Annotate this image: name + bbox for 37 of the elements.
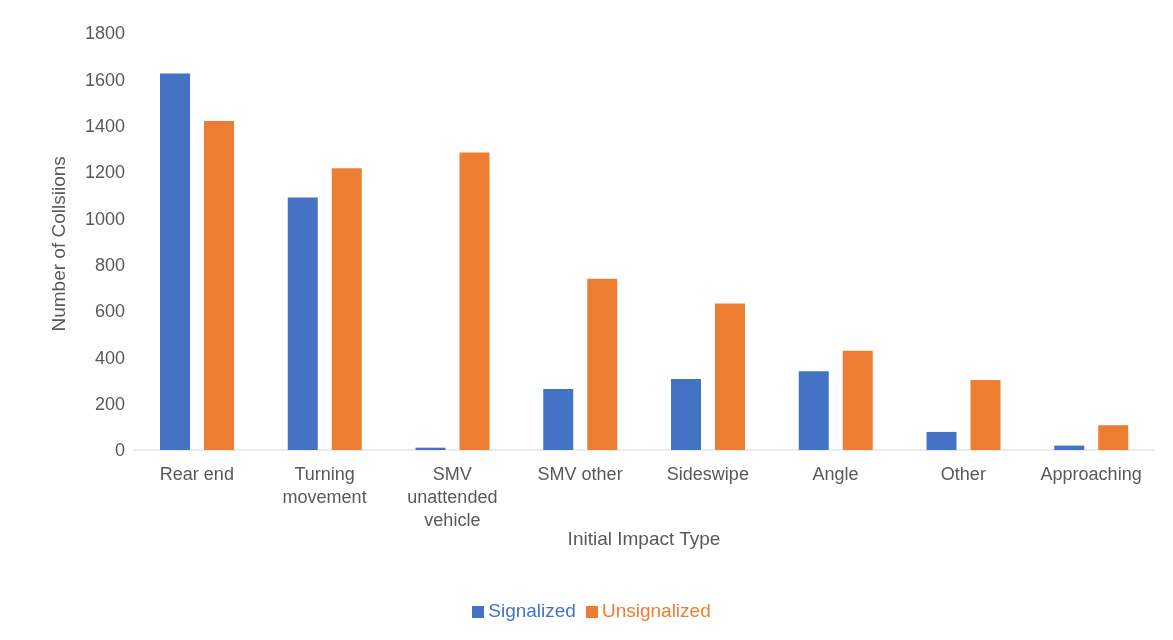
y-axis-title: Number of Collsiions (47, 156, 69, 332)
y-tick-label: 0 (114, 440, 125, 461)
x-tick-label: Turning movement (282, 464, 367, 507)
y-tick-label: 600 (94, 301, 125, 322)
y-tick-label: 1800 (84, 23, 125, 44)
x-tick-label: Approaching (1040, 464, 1142, 484)
bar (331, 168, 362, 450)
bar (204, 121, 234, 450)
bar (671, 379, 701, 450)
bar (543, 389, 574, 450)
y-tick-label: 1400 (84, 116, 125, 137)
x-axis-title: Initial Impact Type (567, 528, 721, 549)
legend-label: Unsignalized (601, 600, 711, 621)
x-tick-label: Angle (812, 464, 859, 484)
bar (798, 371, 829, 450)
x-tick-label: Sideswipe (666, 464, 749, 484)
bar (459, 152, 490, 450)
bar (970, 380, 1001, 450)
x-tick-label: SMV unattended vehicle (407, 464, 498, 530)
x-tick-label: Rear end (159, 464, 234, 484)
bar (287, 197, 318, 450)
y-tick-label: 800 (94, 255, 125, 276)
x-tick-label: SMV other (537, 464, 623, 484)
y-tick-label: 400 (94, 347, 125, 368)
y-tick-label: 1000 (84, 208, 125, 229)
bar (1054, 445, 1085, 450)
y-tick-label: 1200 (84, 162, 125, 183)
x-tick-label: Other (940, 464, 986, 484)
bar (160, 73, 190, 450)
y-tick-label: 200 (94, 394, 125, 415)
bar (1098, 425, 1129, 450)
y-tick-label: 1600 (84, 69, 125, 90)
bar (715, 303, 745, 450)
bar (587, 278, 618, 450)
bar (926, 431, 957, 450)
bar (842, 350, 873, 450)
legend-label: Signalized (488, 600, 576, 621)
